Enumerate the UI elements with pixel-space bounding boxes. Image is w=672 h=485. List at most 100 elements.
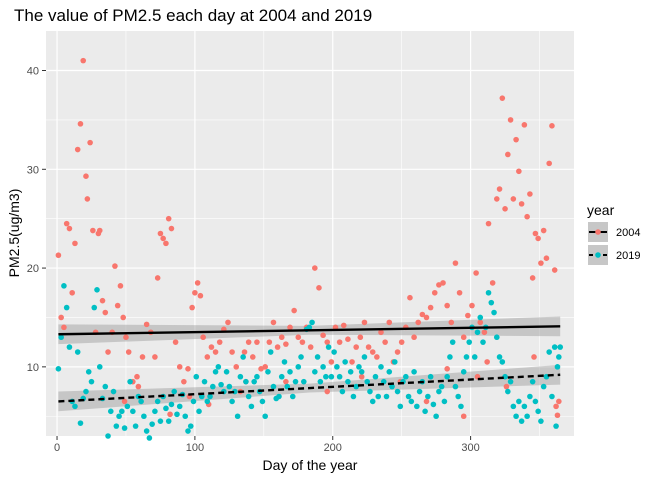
trend-line-2004 [58,325,561,336]
legend-label-2004: 2004 [616,227,640,239]
point-2004 [345,336,351,342]
point-2019 [513,413,519,420]
point-2004 [532,230,539,237]
point-2019 [146,435,153,441]
point-2004 [543,255,550,261]
point-2004 [58,314,64,321]
point-2004 [154,275,161,281]
point-2019 [386,368,393,375]
point-2019 [449,339,456,345]
point-2019 [196,408,202,415]
point-2004 [320,332,326,339]
minor-gridlines [46,31,574,436]
point-2019 [336,373,343,380]
point-2019 [488,299,495,306]
point-2019 [174,411,180,418]
point-2019 [455,393,461,400]
point-2019 [85,368,92,375]
point-2019 [72,403,78,410]
point-2004 [456,289,463,296]
point-2019 [323,373,329,380]
point-2004 [324,388,331,395]
point-2004 [61,324,67,331]
point-2019 [496,354,503,360]
point-2004 [493,196,500,202]
point-2004 [503,383,510,390]
point-2004 [181,378,187,385]
point-2004 [398,339,405,345]
point-2004 [349,359,355,365]
point-2004 [283,341,289,347]
point-2019 [223,368,230,375]
point-2019 [105,433,111,439]
point-2019 [176,403,183,410]
point-2019 [463,354,470,360]
legend-label-2019: 2019 [616,250,640,262]
point-2004 [165,215,172,222]
point-2019 [364,378,371,385]
point-2019 [480,339,486,345]
point-2019 [325,344,332,350]
point-2019 [163,405,169,412]
point-2019 [452,383,459,390]
x-tick-label: 200 [324,442,342,454]
point-2019 [83,388,89,395]
point-2004 [394,349,401,355]
point-2019 [138,398,144,405]
point-2019 [391,359,398,365]
point-2019 [394,388,401,395]
point-2019 [298,354,304,360]
point-2019 [372,373,379,380]
point-2019 [331,349,337,355]
point-2004 [386,319,393,326]
point-2004 [516,168,522,175]
point-2004 [225,319,231,326]
point-2019 [320,364,326,370]
point-2004 [481,329,488,336]
point-2019 [141,413,147,420]
point-2019 [441,398,448,405]
point-2004 [382,339,388,345]
y-tick-label: 20 [27,263,39,275]
point-2004 [200,334,206,341]
point-2019 [554,364,561,370]
point-2004 [168,225,175,232]
point-2019 [96,364,103,370]
point-2004 [312,265,318,271]
point-2004 [460,413,467,420]
point-2019 [538,418,544,424]
point-2019 [416,388,423,395]
point-2004 [189,304,195,311]
point-2019 [367,388,373,395]
point-2019 [130,408,136,415]
point-2019 [427,373,434,380]
point-2004 [245,339,252,345]
x-axis-label: Day of the year [263,457,358,473]
point-2019 [226,383,233,390]
point-2004 [192,289,198,296]
point-2019 [292,378,299,385]
point-2004 [87,139,93,146]
trend-line-2019 [58,373,561,403]
point-2019 [518,418,525,424]
point-2004 [546,160,552,167]
point-2019 [309,319,315,326]
point-2019 [102,383,109,390]
point-2004 [336,339,343,345]
point-2019 [245,393,252,400]
point-2019 [210,383,216,390]
point-2019 [342,359,348,365]
point-2004 [444,366,450,372]
point-2004 [374,354,380,360]
point-2019 [414,403,420,410]
point-2019 [248,403,255,410]
point-2019 [350,393,357,400]
point-2019 [471,354,478,360]
point-2019 [312,368,318,375]
point-2004 [369,349,376,355]
point-2004 [63,220,70,227]
point-2004 [460,334,467,341]
point-2019 [551,344,558,350]
point-2004 [423,314,430,321]
